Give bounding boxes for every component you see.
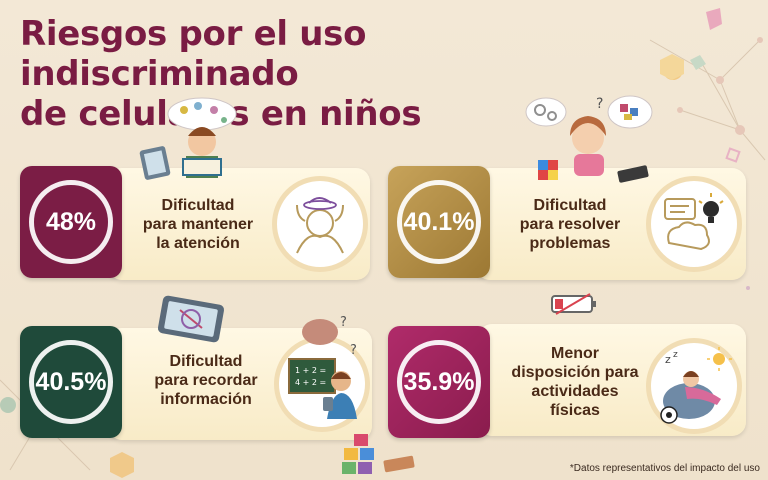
label-line: problemas — [529, 235, 611, 252]
svg-text:z: z — [673, 350, 678, 360]
stat-ring: 40.5% — [29, 340, 113, 424]
label-line: para resolver — [519, 216, 621, 233]
stat-box: 48% — [20, 166, 122, 278]
stat-box: 35.9% — [388, 326, 490, 438]
tablet-brain-illustration: ? ? — [157, 295, 357, 358]
toy-blocks-illustration — [342, 434, 415, 474]
brain-idea-icon — [646, 176, 742, 272]
footnote: *Datos representativos del impacto del u… — [569, 463, 760, 474]
stat-ring: 35.9% — [397, 340, 481, 424]
label-line: físicas — [550, 402, 600, 419]
stat-box: 40.1% — [388, 166, 490, 278]
boy-reading-illustration — [139, 97, 237, 180]
label-line: Menor — [551, 345, 599, 362]
svg-text:?: ? — [350, 343, 357, 358]
stat-value: 35.9% — [403, 367, 475, 396]
card-label: Dificultad para resolver problemas — [496, 196, 644, 253]
stat-value: 40.5% — [35, 367, 107, 396]
label-line: para mantener — [142, 216, 254, 233]
svg-text:?: ? — [340, 315, 347, 330]
label-line: información — [160, 391, 252, 408]
girl-thinking-illustration: ? — [525, 95, 653, 183]
svg-text:?: ? — [596, 96, 603, 112]
stat-ring: 48% — [29, 180, 113, 264]
label-line: Dificultad — [169, 353, 243, 370]
chalkboard-text-1: 1 + 2 = — [295, 366, 326, 375]
label-line: Dificultad — [161, 197, 235, 214]
title-line-1: Riesgos por el uso indiscriminado — [20, 14, 367, 94]
card-label: Dificultad para recordar información — [132, 352, 280, 409]
label-line: actividades — [531, 383, 619, 400]
label-line: la atención — [156, 235, 240, 252]
stat-value: 40.1% — [403, 207, 475, 236]
stat-value: 48% — [45, 207, 97, 236]
svg-text:z: z — [665, 353, 671, 366]
stat-ring: 40.1% — [397, 180, 481, 264]
card-label: Menor disposición para actividades físic… — [500, 344, 650, 420]
child-chalkboard-icon: 1 + 2 = 4 + 2 = — [274, 336, 370, 432]
label-line: disposición para — [511, 364, 639, 381]
low-battery-icon — [551, 293, 596, 315]
distracted-head-icon — [272, 176, 368, 272]
stat-box: 40.5% — [20, 326, 122, 438]
label-line: Dificultad — [533, 197, 607, 214]
chalkboard-text-2: 4 + 2 = — [295, 378, 326, 387]
card-label: Dificultad para mantener la atención — [124, 196, 272, 253]
label-line: para recordar — [154, 372, 258, 389]
child-beanbag-icon: z z — [646, 338, 742, 434]
